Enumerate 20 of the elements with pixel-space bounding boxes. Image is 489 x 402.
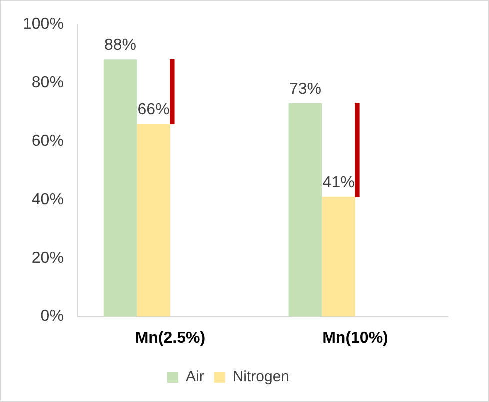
data-label: 88% [104,37,136,54]
bar [322,197,356,317]
data-label: 66% [138,101,170,118]
legend-label: Nitrogen [232,368,290,386]
bar [355,103,360,198]
data-label: 73% [290,80,322,98]
x-tick-label: Mn(10%) [322,330,388,347]
y-tick-label: 100% [23,16,64,34]
y-tick-label: 40% [32,191,64,208]
bar [104,60,138,317]
y-tick-label: 0% [40,308,64,326]
y-tick-label: 60% [32,132,64,150]
x-tick-label: Mn(2.5%) [135,330,206,347]
data-label: 41% [322,174,355,192]
legend-label: Air [186,368,204,386]
bar [288,103,322,317]
y-tick-label: 20% [32,250,64,267]
bar [170,59,175,124]
y-tick-label: 80% [32,74,64,92]
bar [137,124,170,317]
